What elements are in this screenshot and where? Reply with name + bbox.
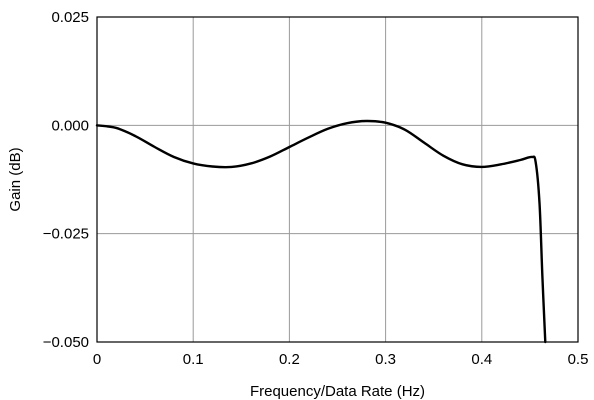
x-tick-label: 0	[93, 351, 101, 368]
plot-area	[96, 16, 579, 343]
y-tick-label: 0.025	[51, 9, 89, 26]
grid	[96, 16, 579, 343]
y-tick-label: −0.050	[43, 334, 89, 351]
x-tick-label: 0.2	[279, 351, 300, 368]
y-axis-label: Gain (dB)	[7, 147, 24, 211]
series-group	[95, 119, 547, 344]
y-tick-label: −0.025	[43, 226, 89, 243]
x-axis-label: Frequency/Data Rate (Hz)	[250, 383, 425, 400]
x-tick-label: 0.4	[471, 351, 492, 368]
x-tick-label: 0.1	[183, 351, 204, 368]
series-line-gain	[95, 119, 547, 344]
x-tick-label: 0.5	[568, 351, 589, 368]
x-tick-label: 0.3	[375, 351, 396, 368]
y-tick-label: 0.000	[51, 117, 89, 134]
tick-labels: 0 0.1 0.2 0.3 0.4 0.5 0.025 0.000 −0.025 −0.050	[43, 9, 589, 368]
